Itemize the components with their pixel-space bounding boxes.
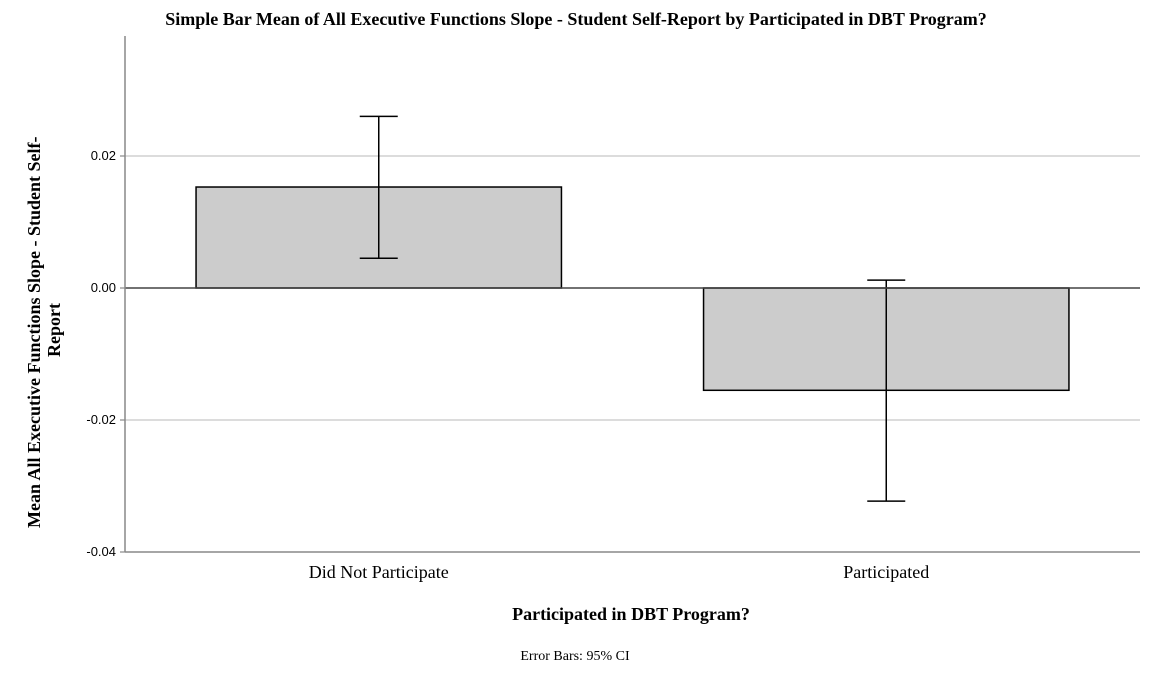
y-tick-label: 0.00 [91, 280, 116, 295]
error-bars-note: Error Bars: 95% CI [520, 649, 630, 664]
error-bars [359, 115, 906, 502]
y-tick-label: -0.04 [86, 544, 116, 559]
error-bar-0 [359, 115, 398, 260]
x-axis-title: Participated in DBT Program? [512, 604, 750, 624]
y-tick-label: 0.02 [91, 148, 116, 163]
axes [120, 36, 1140, 553]
gridlines [125, 155, 1140, 421]
chart-title: Simple Bar Mean of All Executive Functio… [165, 9, 987, 29]
y-tick-label: -0.02 [86, 412, 116, 427]
x-category-label-1: Participated [843, 562, 929, 582]
y-axis-title-line-2: Report [44, 303, 64, 357]
y-axis-title: Mean All Executive Functions Slope - Stu… [24, 132, 64, 528]
error-bar-1 [867, 279, 906, 502]
x-category-label-0: Did Not Participate [309, 562, 449, 582]
y-tick-labels: 0.02 0.00 -0.02 -0.04 [86, 148, 116, 559]
x-category-labels: Did Not Participate Participated [309, 562, 929, 582]
y-axis-title-line-1: Mean All Executive Functions Slope - Stu… [24, 136, 44, 528]
